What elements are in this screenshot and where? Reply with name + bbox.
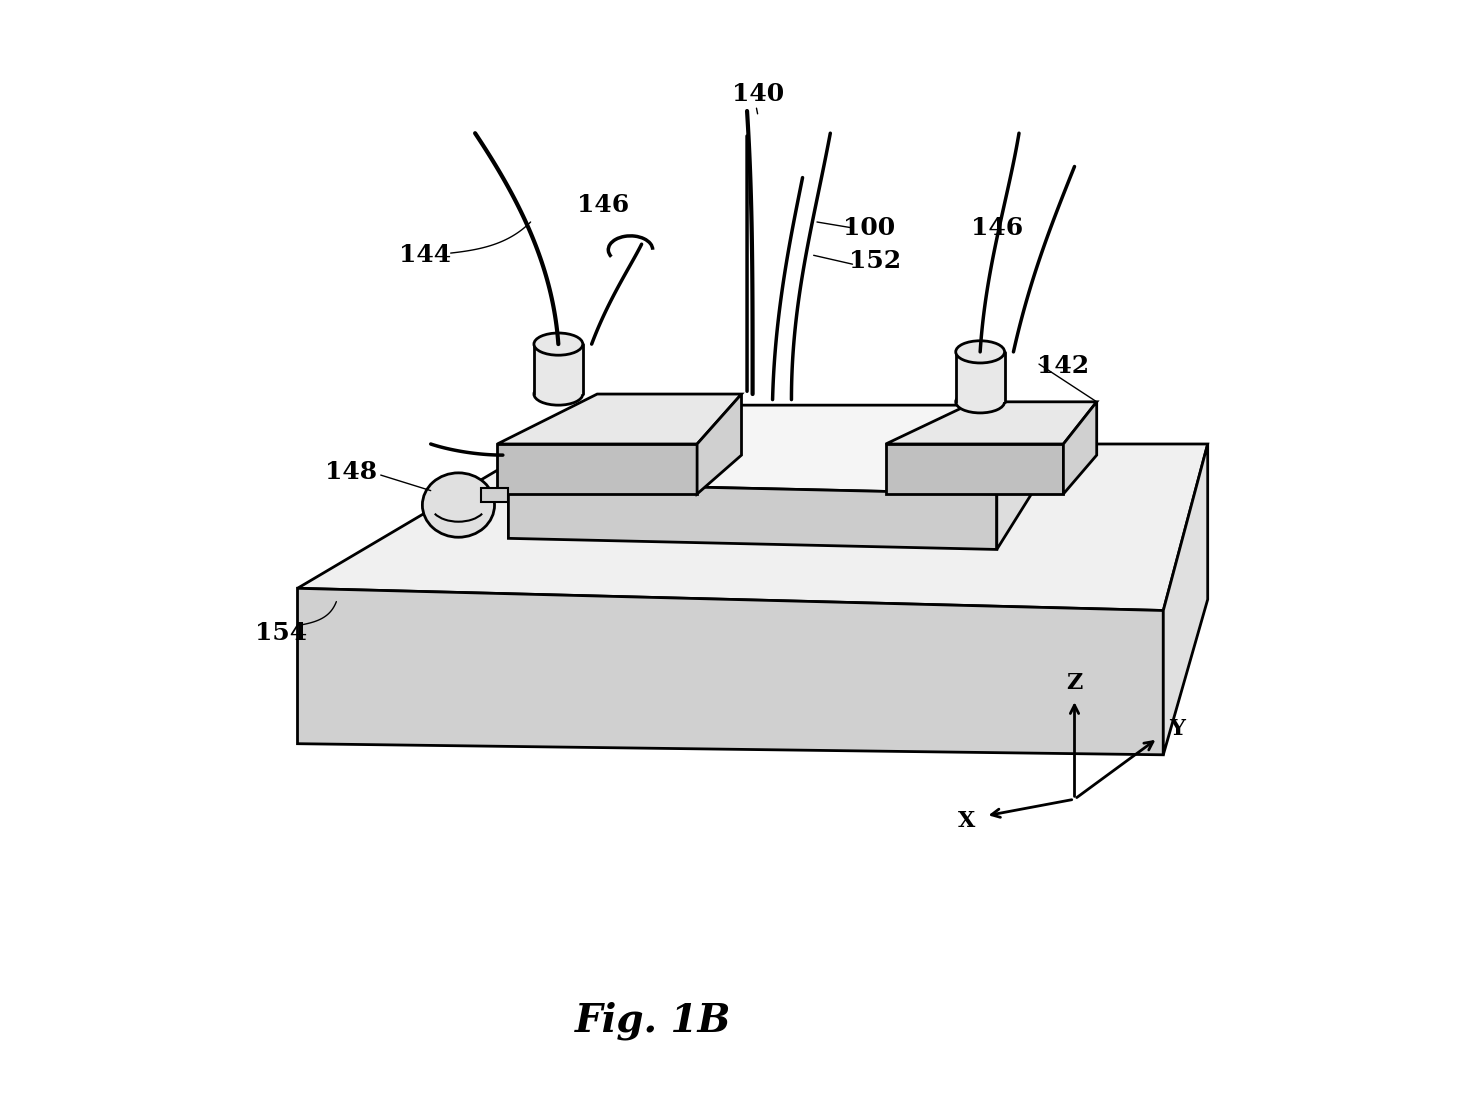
Polygon shape xyxy=(509,405,1053,494)
Text: 144: 144 xyxy=(399,243,451,268)
Ellipse shape xyxy=(423,473,494,537)
Ellipse shape xyxy=(534,383,583,405)
Text: 100: 100 xyxy=(844,215,896,240)
Text: 142: 142 xyxy=(1037,354,1090,379)
Polygon shape xyxy=(1163,444,1207,755)
Ellipse shape xyxy=(955,341,1004,363)
Text: Y: Y xyxy=(1169,718,1185,740)
Polygon shape xyxy=(955,352,1004,402)
Text: X: X xyxy=(958,810,976,832)
Ellipse shape xyxy=(534,333,583,355)
Text: 148: 148 xyxy=(325,460,377,484)
Polygon shape xyxy=(509,483,997,549)
Ellipse shape xyxy=(955,391,1004,413)
Polygon shape xyxy=(298,444,1207,610)
Polygon shape xyxy=(480,488,509,502)
Polygon shape xyxy=(298,588,1163,755)
Polygon shape xyxy=(497,444,697,494)
Text: 152: 152 xyxy=(848,249,900,273)
Polygon shape xyxy=(697,394,742,494)
Polygon shape xyxy=(885,444,1063,494)
Polygon shape xyxy=(497,394,742,444)
Polygon shape xyxy=(534,344,583,394)
Text: Z: Z xyxy=(1066,672,1083,694)
Polygon shape xyxy=(885,402,1097,444)
Text: 154: 154 xyxy=(255,620,307,645)
Text: 140: 140 xyxy=(733,82,785,107)
Polygon shape xyxy=(997,405,1053,549)
Text: Fig. 1B: Fig. 1B xyxy=(574,1002,731,1040)
Text: 146: 146 xyxy=(577,193,629,218)
Polygon shape xyxy=(1063,402,1097,494)
Text: 146: 146 xyxy=(971,215,1023,240)
